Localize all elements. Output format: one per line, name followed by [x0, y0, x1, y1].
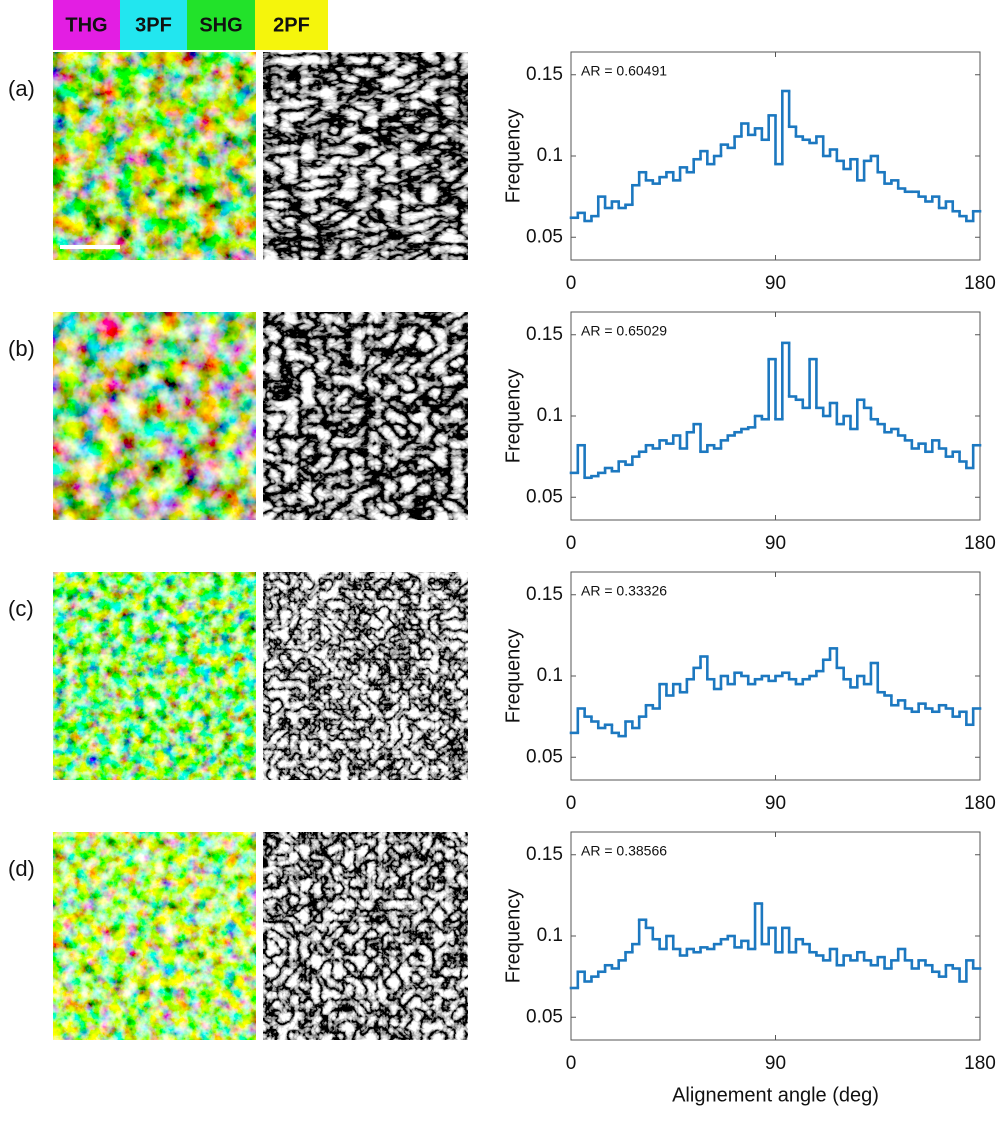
grayscale-image — [263, 832, 468, 1040]
x-tick-label: 0 — [566, 273, 577, 294]
legend-label: 2PF — [273, 14, 310, 36]
legend-label: 3PF — [135, 14, 172, 36]
x-tick-label: 180 — [964, 1053, 996, 1074]
y-tick-label: 0.15 — [526, 584, 563, 605]
y-axis-label: Frequency — [502, 109, 524, 204]
legend-label: THG — [65, 14, 107, 36]
grayscale-image — [263, 312, 468, 520]
legend-swatch — [255, 0, 328, 50]
annotation: AR = 0.33326 — [581, 583, 667, 599]
panel-label: (c) — [8, 596, 34, 621]
legend-swatch — [53, 0, 120, 50]
x-tick-label: 0 — [566, 793, 577, 814]
x-tick-label: 90 — [765, 1053, 786, 1074]
multichannel-image — [53, 52, 256, 260]
y-tick-label: 0.1 — [537, 925, 563, 946]
legend-swatch — [187, 0, 255, 50]
y-tick-label: 0.15 — [526, 844, 563, 865]
y-tick-label: 0.1 — [537, 145, 563, 166]
y-tick-label: 0.05 — [526, 746, 563, 767]
panel-label: (a) — [8, 76, 35, 101]
multichannel-image — [53, 312, 256, 520]
x-tick-label: 90 — [765, 793, 786, 814]
legend-label: SHG — [199, 14, 242, 36]
x-tick-label: 180 — [964, 533, 996, 554]
annotation: AR = 0.60491 — [581, 63, 667, 79]
x-tick-label: 90 — [765, 273, 786, 294]
x-axis-label: Alignement angle (deg) — [672, 1084, 879, 1106]
y-axis-label: Frequency — [502, 889, 524, 984]
multichannel-image — [53, 572, 256, 780]
x-tick-label: 180 — [964, 793, 996, 814]
panel-label: (d) — [8, 856, 35, 881]
y-axis-label: Frequency — [502, 369, 524, 464]
y-tick-label: 0.15 — [526, 324, 563, 345]
y-tick-label: 0.05 — [526, 1006, 563, 1027]
y-axis-label: Frequency — [502, 629, 524, 724]
x-tick-label: 0 — [566, 533, 577, 554]
x-tick-label: 180 — [964, 273, 996, 294]
multichannel-image — [53, 832, 256, 1040]
y-tick-label: 0.05 — [526, 486, 563, 507]
legend-swatch — [120, 0, 187, 50]
x-tick-label: 90 — [765, 533, 786, 554]
grayscale-image — [263, 52, 468, 260]
y-tick-label: 0.1 — [537, 665, 563, 686]
panel-label: (b) — [8, 336, 35, 361]
grayscale-image — [263, 572, 468, 780]
annotation: AR = 0.65029 — [581, 323, 667, 339]
y-tick-label: 0.15 — [526, 64, 563, 85]
y-tick-label: 0.1 — [537, 405, 563, 426]
annotation: AR = 0.38566 — [581, 843, 667, 859]
x-tick-label: 0 — [566, 1053, 577, 1074]
y-tick-label: 0.05 — [526, 226, 563, 247]
